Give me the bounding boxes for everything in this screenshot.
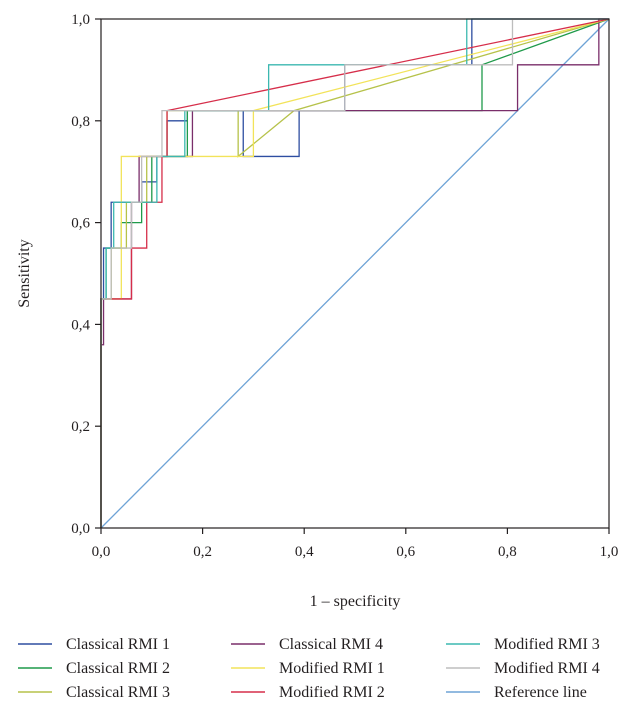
x-tick-label: 0,2 xyxy=(193,544,212,560)
legend-label: Classical RMI 4 xyxy=(279,636,383,653)
curves-layer xyxy=(100,18,610,529)
legend-label: Modified RMI 2 xyxy=(279,684,385,701)
series-line-8 xyxy=(100,18,609,528)
x-tick-label: 0,4 xyxy=(295,544,314,560)
legend-label: Reference line xyxy=(494,684,587,701)
x-tick-label: 0,6 xyxy=(396,544,415,560)
x-tick-label: 1,0 xyxy=(600,544,619,560)
plot-frame xyxy=(100,18,610,529)
y-axis-title: Sensitivity xyxy=(16,239,33,307)
series-line-9 xyxy=(100,18,610,529)
x-axis-title: 1 – specificity xyxy=(310,593,401,610)
y-tick-label: 0,2 xyxy=(71,419,90,435)
legend-label: Classical RMI 2 xyxy=(66,660,170,677)
y-tick-label: 0,0 xyxy=(71,521,90,537)
y-tick-label: 0,6 xyxy=(71,216,90,232)
legend: Classical RMI 1 Classical RMI 2 Classical … xyxy=(18,636,600,701)
legend-label: Modified RMI 3 xyxy=(494,636,600,653)
x-tick-label: 0,0 xyxy=(92,544,111,560)
ticks-layer: 0,0 0,2 0,4 0,6 0,8 1,0 0,0 0,2 0,4 0,6 0,8 1,0 xyxy=(71,12,618,560)
legend-label: Classical RMI 1 xyxy=(66,636,170,653)
y-tick-label: 0,8 xyxy=(71,114,90,130)
legend-label: Modified RMI 1 xyxy=(279,660,385,677)
y-tick-label: 1,0 xyxy=(71,12,90,28)
y-tick-label: 0,4 xyxy=(71,317,90,333)
legend-label: Modified RMI 4 xyxy=(494,660,600,677)
x-tick-label: 0,8 xyxy=(498,544,517,560)
legend-label: Classical RMI 3 xyxy=(66,684,170,701)
